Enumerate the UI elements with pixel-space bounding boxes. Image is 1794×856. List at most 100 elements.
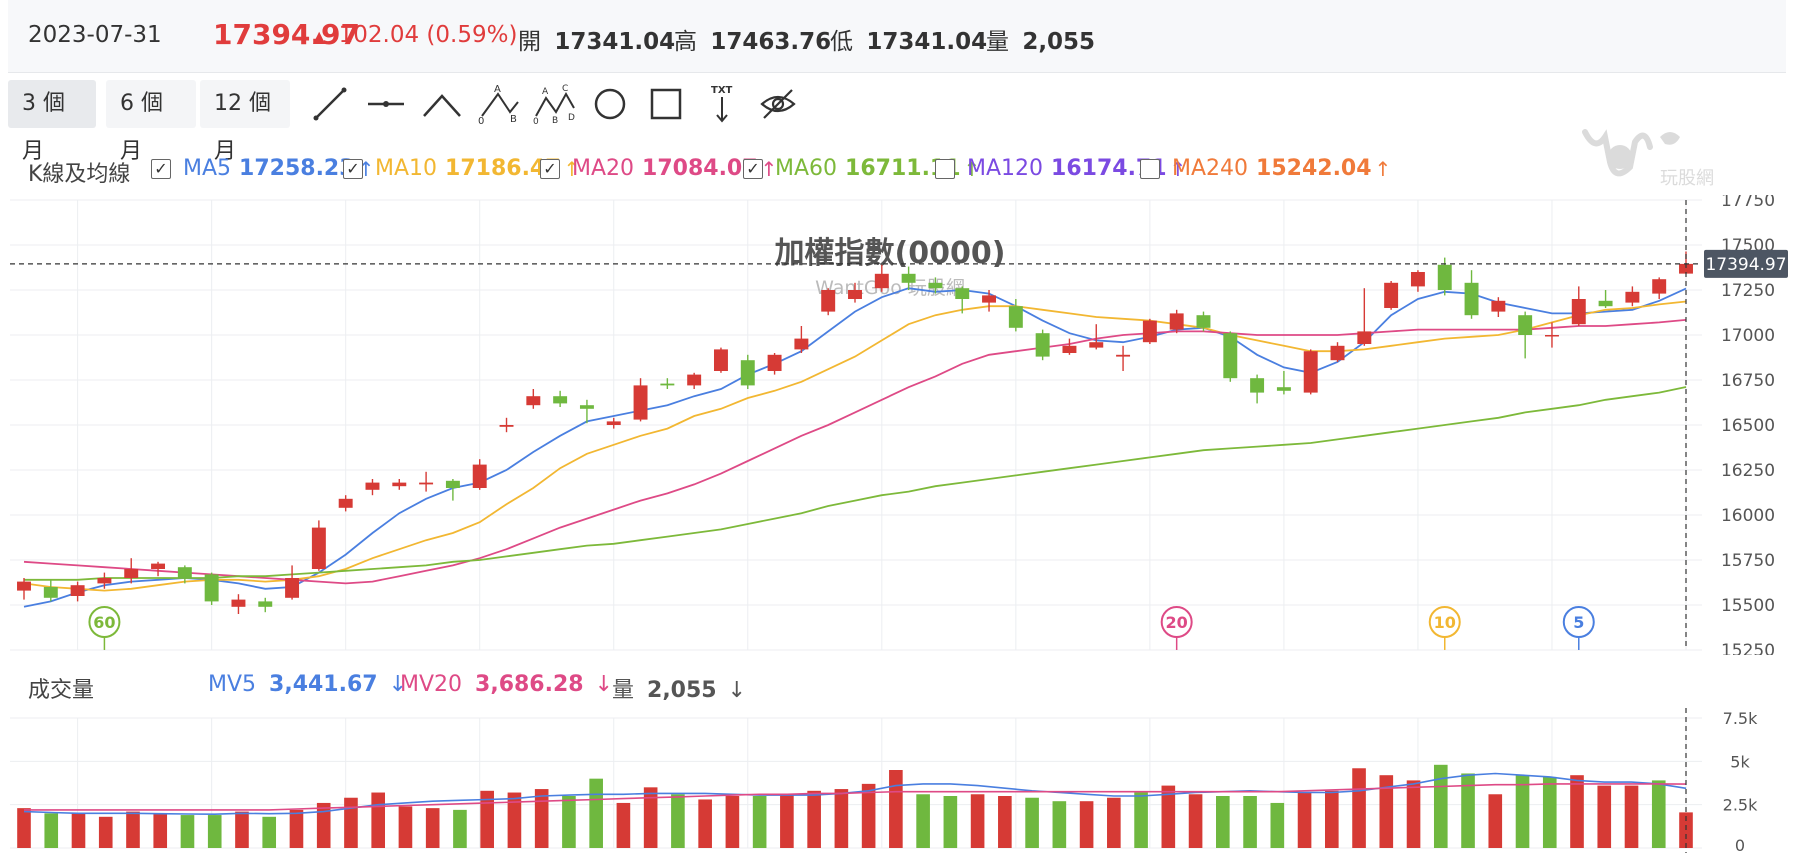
price-tick-label: 15750 [1721, 551, 1775, 571]
ma5-value: 17258.23 [239, 156, 355, 181]
abc-wave-icon[interactable]: A B 0 [476, 84, 520, 124]
text-marker-icon[interactable]: TXT [700, 84, 744, 124]
quote-bar: 2023-07-31 17394.97 ▲ 102.04 (0.59%) 開 1… [8, 0, 1786, 73]
ma10-checkbox[interactable]: ✓ [343, 158, 363, 179]
volume-legend-value: 2,055 [647, 678, 717, 703]
angle-line-icon[interactable] [420, 84, 464, 124]
candle-body [821, 290, 836, 312]
ma10-name: MA10 [375, 156, 438, 181]
horizontal-line-icon[interactable] [364, 84, 408, 124]
price-axis: 1775017500172501700016750165001625016000… [1721, 195, 1775, 655]
volume-bar [1243, 796, 1257, 848]
low-price: 低 17341.04 [830, 22, 987, 56]
volume-summary: 量 2,055 [986, 22, 1095, 56]
abcd-label-0: 0 [533, 117, 539, 124]
ma60-checkbox[interactable]: ✓ [743, 158, 763, 179]
ma240-checkbox[interactable] [1140, 158, 1160, 179]
volume-bar [44, 813, 59, 848]
volume-chart[interactable]: 7.5k 5k 2.5k 0 [0, 708, 1794, 853]
mv20-name: MV20 [400, 672, 463, 697]
abc-label-0: 0 [478, 116, 484, 124]
volume-bar [562, 796, 576, 848]
high-price: 高 17463.76 [674, 22, 831, 56]
volume-bar [1488, 794, 1503, 848]
candle-body [1410, 272, 1425, 287]
candle-body [124, 569, 139, 578]
volume-bar [1107, 797, 1121, 848]
candle-body [660, 383, 675, 386]
candle-body [1598, 300, 1613, 307]
candle-body [177, 567, 192, 578]
hide-drawings-icon[interactable] [756, 84, 800, 124]
ma-line-ma10 [23, 300, 1687, 592]
ma-badge-circle [1160, 606, 1193, 638]
ma-item-ma240[interactable]: MA240 15242.04 ↑ [1140, 156, 1391, 181]
ma-badge-label: 60 [93, 613, 115, 632]
candle-body [445, 480, 460, 488]
mv20-value: 3,686.28 [475, 672, 584, 697]
volume-bar [1161, 785, 1176, 848]
ma120-checkbox[interactable] [935, 158, 955, 179]
candle-body [1035, 333, 1050, 357]
volume-bar [398, 806, 413, 848]
volume-title: 成交量 [28, 678, 95, 703]
open-price: 開 17341.04 [518, 22, 675, 56]
up-triangle-icon: ▲ [313, 27, 326, 46]
price-chart[interactable]: 加權指數(0000) WantGoo 玩股網 60 20 10 5 177501750… [0, 195, 1794, 655]
ma5-checkbox[interactable]: ✓ [151, 158, 171, 179]
candle-body [526, 396, 541, 406]
ma-item-ma5[interactable]: ✓ MA5 17258.23 ↑ [151, 156, 374, 181]
candles [17, 251, 1693, 614]
down-arrow-icon: ↓ [727, 678, 747, 703]
ma20-name: MA20 [572, 156, 635, 181]
range-12-months-button[interactable]: 12 個月 [200, 80, 290, 164]
candle-body [1303, 351, 1318, 393]
ma120-name: MA120 [967, 156, 1044, 181]
candle-body [1116, 354, 1131, 357]
candle-body [1518, 315, 1533, 335]
candle-body [553, 396, 568, 404]
abcd-wave-icon[interactable]: A C 0 B D [532, 84, 576, 124]
ma20-checkbox[interactable]: ✓ [540, 158, 560, 179]
abc-label-b: B [510, 114, 517, 124]
range-6-months-button[interactable]: 6 個月 [106, 80, 196, 164]
candle-body [687, 374, 702, 386]
candle-body [17, 581, 31, 591]
price-tick-label: 16500 [1721, 416, 1775, 436]
candle-body [365, 482, 380, 490]
candle-body [1089, 342, 1104, 348]
volume-legend-name: 量 [612, 678, 635, 703]
candle-body [579, 405, 594, 409]
up-arrow-icon: ↑ [760, 156, 778, 181]
up-arrow-icon: ↑ [963, 156, 981, 181]
open-value: 17341.04 [554, 29, 676, 55]
volume-tick-label: 7.5k [1723, 709, 1758, 728]
volume-bar [1542, 776, 1557, 848]
ma-line-ma60 [24, 386, 1687, 581]
candle-body [740, 360, 755, 386]
candle-body [1196, 315, 1211, 328]
candle-body [204, 574, 219, 602]
candle-body [955, 288, 970, 299]
low-value: 17341.04 [866, 29, 988, 55]
trend-line-icon[interactable] [308, 84, 352, 124]
candle-body [713, 349, 728, 371]
ma-badge-label: 10 [1434, 613, 1456, 632]
volume-bars [17, 764, 1693, 848]
candle-body [1571, 299, 1586, 325]
ma-badge-circle [1562, 606, 1595, 638]
abcd-label-a: A [542, 87, 549, 97]
ma240-name: MA240 [1172, 156, 1249, 181]
range-3-months-button[interactable]: 3 個月 [8, 80, 96, 164]
mv5-legend: MV5 3,441.67 ↓ [208, 672, 407, 697]
candle-body [1384, 282, 1399, 308]
volume-bar [834, 789, 849, 848]
circle-icon[interactable] [588, 84, 632, 124]
ma-item-ma20[interactable]: ✓ MA20 17084.07 ↑ [540, 156, 777, 181]
volume-bar [1297, 792, 1312, 848]
ma-legend-title: K線及均線 [28, 162, 131, 187]
volume-bar [289, 809, 304, 848]
rectangle-icon[interactable] [644, 84, 688, 124]
volume-bar [180, 815, 195, 848]
candle-body [1357, 331, 1372, 344]
